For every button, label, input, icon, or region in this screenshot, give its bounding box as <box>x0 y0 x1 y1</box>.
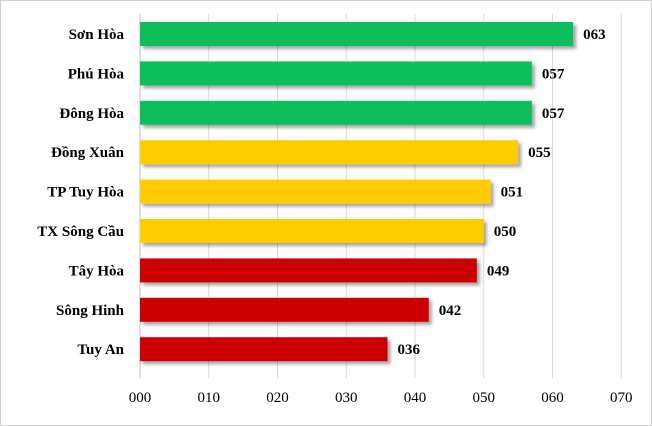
bar <box>140 100 532 125</box>
data-label: 051 <box>501 185 524 201</box>
bar <box>140 258 477 283</box>
category-label: Sơn Hòa <box>69 27 125 43</box>
bar <box>140 61 532 86</box>
category-label: Tuy An <box>77 342 124 358</box>
category-label: Tây Hòa <box>69 263 125 279</box>
x-tick-label: 010 <box>198 390 221 406</box>
x-tick-label: 000 <box>129 390 152 406</box>
data-label: 057 <box>542 66 565 82</box>
x-tick-label: 040 <box>404 390 427 406</box>
x-tick-label: 060 <box>541 390 564 406</box>
data-label: 050 <box>494 224 517 240</box>
x-tick-label: 020 <box>266 390 289 406</box>
x-tick-label: 050 <box>473 390 496 406</box>
bars <box>140 22 574 362</box>
category-labels: Sơn Hòa Phú Hòa Đông Hòa Đồng Xuân TP Tuy Hò… <box>37 27 124 358</box>
bar <box>140 22 574 46</box>
bar <box>140 297 429 322</box>
bar <box>140 179 491 204</box>
x-tick-label: 070 <box>610 390 633 406</box>
category-label: Sông Hinh <box>56 303 125 319</box>
data-label: 055 <box>528 145 551 161</box>
x-tick-label: 030 <box>335 390 358 406</box>
value-labels: 063 057 057 055 051 050 049 042 036 <box>398 27 606 358</box>
category-label: Đông Hòa <box>59 106 124 122</box>
category-label: Phú Hòa <box>68 66 125 82</box>
data-label: 049 <box>487 263 510 279</box>
x-axis-ticks: 000 010 020 030 040 050 060 070 <box>129 390 633 406</box>
category-label: TX Sông Cầu <box>37 224 124 240</box>
data-label: 057 <box>542 106 565 122</box>
bar <box>140 219 484 243</box>
category-label: TP Tuy Hòa <box>47 185 124 201</box>
bar <box>140 337 388 362</box>
data-label: 042 <box>439 303 462 319</box>
data-label: 063 <box>583 27 606 43</box>
bar <box>140 140 519 165</box>
category-label: Đồng Xuân <box>51 145 125 161</box>
data-label: 036 <box>398 342 421 358</box>
